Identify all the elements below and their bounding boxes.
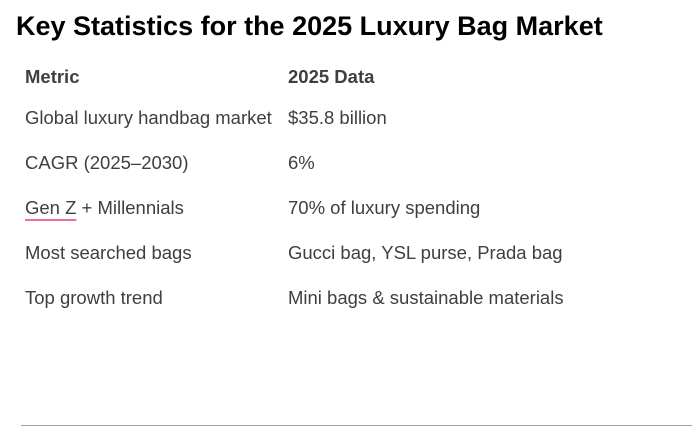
divider xyxy=(21,425,692,426)
data-cell: 6% xyxy=(288,152,315,173)
metric-cell: Most searched bags xyxy=(25,242,192,263)
table-row: Most searched bags Gucci bag, YSL purse,… xyxy=(16,239,576,284)
data-cell: Mini bags & sustainable materials xyxy=(288,287,564,308)
metric-cell: Gen Z + Millennials xyxy=(16,194,288,239)
data-cell: 70% of luxury spending xyxy=(288,197,481,218)
data-cell: Gucci bag, YSL purse, Prada bag xyxy=(288,242,563,263)
page-title: Key Statistics for the 2025 Luxury Bag M… xyxy=(16,11,603,41)
metric-cell: CAGR (2025–2030) xyxy=(25,152,189,173)
table-row: CAGR (2025–2030) 6% xyxy=(16,149,576,194)
column-header-metric: Metric xyxy=(25,66,80,87)
table-row: Top growth trend Mini bags & sustainable… xyxy=(16,284,576,329)
metric-text: + Millennials xyxy=(76,197,184,218)
data-cell: $35.8 billion xyxy=(288,107,387,128)
metric-cell: Top growth trend xyxy=(25,287,163,308)
statistics-table: Metric 2025 Data Global luxury handbag m… xyxy=(16,60,576,329)
table-header-row: Metric 2025 Data xyxy=(16,60,576,104)
column-header-data: 2025 Data xyxy=(288,66,375,87)
spellcheck-underlined-text[interactable]: Gen Z xyxy=(25,197,77,218)
table-row: Gen Z + Millennials 70% of luxury spendi… xyxy=(16,194,576,239)
metric-cell: Global luxury handbag market xyxy=(25,107,272,128)
table-row: Global luxury handbag market $35.8 billi… xyxy=(16,104,576,149)
